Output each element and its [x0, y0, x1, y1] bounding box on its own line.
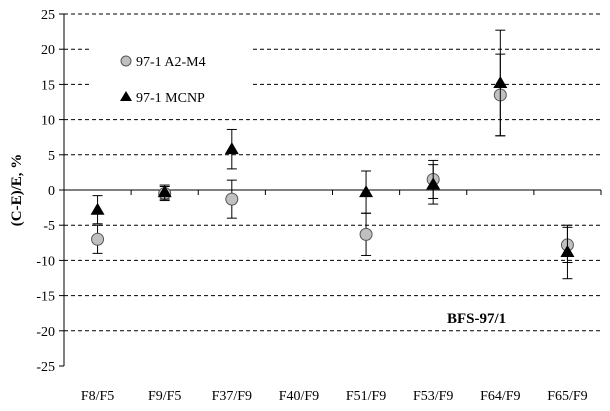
x-tick-label: F9/F5: [148, 389, 181, 404]
chart-annotation: BFS-97/1: [447, 311, 506, 327]
legend-label-series-2: 97-1 MCNP: [136, 91, 205, 106]
data-point-triangle: [91, 203, 105, 215]
legend-label-series-1: 97-1 A2-M4: [136, 55, 206, 70]
x-tick-label: F53/F9: [413, 389, 453, 404]
y-tick-label: -20: [36, 325, 55, 340]
x-tick-labels: F8/F5 F9/F5 F37/F9 F40/F9 F51/F9 F53/F9 F64/F9…: [81, 389, 588, 404]
y-tick-label: 15: [41, 78, 55, 93]
x-tick-label: F37/F9: [212, 389, 252, 404]
legend: 97-1 A2-M4 97-1 MCNP: [90, 37, 250, 112]
x-tick-label: F64/F9: [480, 389, 520, 404]
y-tick-label: -25: [36, 360, 55, 375]
x-tick-label: F51/F9: [346, 389, 386, 404]
x-tick-label: F65/F9: [547, 389, 587, 404]
data-point-triangle: [493, 76, 507, 88]
y-tick-label: -10: [36, 254, 55, 269]
data-point-circle: [226, 193, 238, 205]
x-tick-label: F40/F9: [279, 389, 319, 404]
y-tick-label: 5: [48, 149, 55, 164]
y-tick-label: 25: [41, 8, 55, 23]
data-point-circle: [360, 228, 372, 240]
y-tick-labels: -25 -20 -15 -10 -5 0 5 10 15 20 25: [36, 8, 55, 375]
y-tick-label: -15: [36, 290, 55, 305]
y-axis-label: (C-E)/E, %: [9, 154, 25, 227]
y-tick-label: 0: [48, 184, 55, 199]
y-tick-label: 20: [41, 43, 55, 58]
legend-circle-marker: [121, 56, 131, 66]
x-tick-label: F8/F5: [81, 389, 114, 404]
data-point-circle: [92, 233, 104, 245]
data-point-triangle: [359, 185, 373, 197]
y-tick-label: 10: [41, 114, 55, 129]
y-tick-label: -5: [43, 219, 55, 234]
data-point-triangle: [225, 142, 239, 154]
